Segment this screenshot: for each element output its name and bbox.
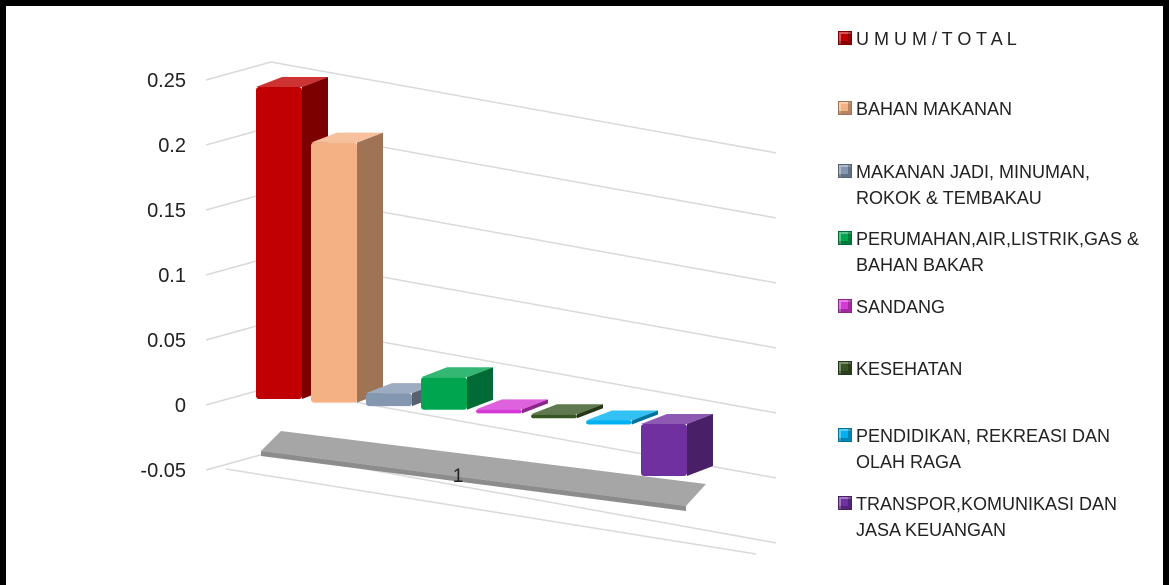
- chart-floor: [225, 431, 757, 555]
- bar-2: [311, 132, 383, 403]
- x-axis-categories: 1: [453, 466, 464, 487]
- bar-side: [687, 414, 713, 477]
- legend-swatch: [838, 164, 852, 178]
- bar-8: [641, 414, 713, 477]
- bar-top: [421, 367, 493, 378]
- bar-top: [476, 399, 548, 410]
- bar-front: [476, 409, 522, 414]
- bar-front: [256, 87, 302, 399]
- legend-item: KESEHATAN: [838, 356, 1168, 382]
- bar-side: [357, 132, 383, 403]
- legend-label: U M U M / T O T A L: [856, 29, 1017, 49]
- legend-item: U M U M / T O T A L: [838, 26, 1168, 52]
- legend-swatch: [838, 361, 852, 375]
- legend-swatch: [838, 496, 852, 510]
- bar-7: [586, 410, 658, 425]
- legend-item: SANDANG: [838, 294, 1168, 320]
- legend-label: PENDIDIKAN, REKREASI DAN OLAH RAGA: [856, 426, 1111, 472]
- bar-side: [577, 404, 603, 419]
- legend-label: SANDANG: [856, 297, 946, 317]
- bar-top: [256, 77, 328, 87]
- y-tick-label: 0: [175, 395, 186, 417]
- legend-swatch: [838, 428, 852, 442]
- legend-item: PERUMAHAN,AIR,LISTRIK,GAS & BAHAN BAKAR: [838, 226, 1168, 278]
- legend-swatch: [838, 299, 852, 313]
- bar-side: [632, 410, 658, 425]
- legend-swatch: [838, 31, 852, 45]
- gridline-depth: [205, 451, 272, 471]
- y-tick-label: 0.05: [147, 330, 186, 352]
- floor-edge: [261, 451, 686, 511]
- bar-chart-3d: 0.25 0.2 0.15 0.1 0.05 0 -0.05 1: [140, 61, 777, 555]
- legend-swatch: [838, 101, 852, 115]
- legend-label: MAKANAN JADI, MINUMAN, ROKOK & TEMBAKAU: [856, 162, 1091, 208]
- gridline: [270, 61, 777, 154]
- y-tick-label: -0.05: [140, 460, 186, 482]
- y-tick-label: 0.2: [158, 135, 186, 157]
- y-tick-label: 0.25: [147, 70, 186, 92]
- legend-label: TRANSPOR,KOMUNIKASI DAN JASA KEUANGAN: [856, 494, 1118, 540]
- y-axis-ticks: 0.25 0.2 0.15 0.1 0.05 0 -0.05: [140, 70, 186, 482]
- legend-swatch: [838, 231, 852, 245]
- legend-item: BAHAN MAKANAN: [838, 96, 1168, 122]
- bars: [256, 77, 713, 477]
- gridline-depth: [205, 61, 272, 81]
- bar-5: [476, 399, 548, 414]
- floor-top: [261, 431, 706, 506]
- bar-top: [311, 132, 383, 143]
- x-category-label: 1: [453, 466, 464, 487]
- bar-top: [586, 410, 658, 421]
- bar-front: [311, 142, 357, 403]
- bar-front: [641, 424, 687, 477]
- legend-item: MAKANAN JADI, MINUMAN, ROKOK & TEMBAKAU: [838, 159, 1168, 211]
- bar-top: [641, 414, 713, 425]
- legend-label: PERUMAHAN,AIR,LISTRIK,GAS & BAHAN BAKAR: [856, 229, 1140, 275]
- bar-front: [586, 420, 632, 425]
- bar-4: [421, 367, 493, 410]
- legend-item: TRANSPOR,KOMUNIKASI DAN JASA KEUANGAN: [838, 491, 1168, 543]
- legend-label: KESEHATAN: [856, 359, 963, 379]
- legend-label: BAHAN MAKANAN: [856, 99, 1013, 119]
- bar-top: [531, 404, 603, 415]
- bar-side: [522, 399, 548, 414]
- bar-6: [531, 404, 603, 419]
- bar-front: [531, 414, 577, 419]
- y-tick-label: 0.1: [158, 265, 186, 287]
- bar-front: [421, 377, 467, 410]
- bar-side: [467, 367, 493, 410]
- bar-top: [366, 383, 438, 394]
- legend-item: PENDIDIKAN, REKREASI DAN OLAH RAGA: [838, 423, 1168, 475]
- floor-front-line: [225, 468, 757, 555]
- bar-front: [366, 393, 412, 407]
- y-tick-label: 0.15: [147, 200, 186, 222]
